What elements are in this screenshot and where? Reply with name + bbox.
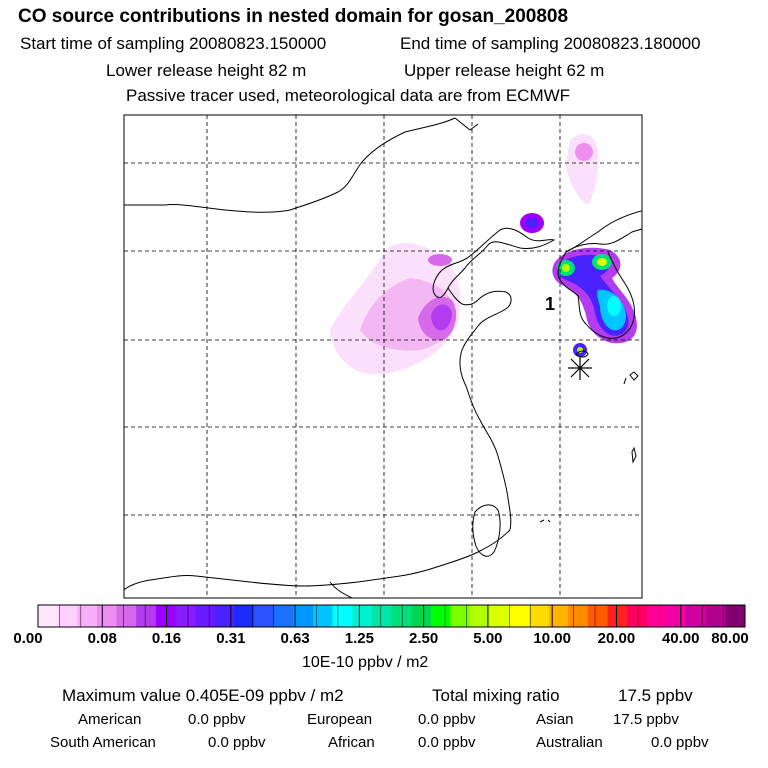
colorbar-swatch — [234, 605, 255, 627]
korea-hotspot-east-core — [597, 258, 607, 266]
colorbar-tick-label: 0.00 — [13, 630, 43, 647]
northeast-blob-core — [526, 218, 538, 228]
colorbar-swatch — [568, 605, 589, 627]
colorbar-tick-label: 1.25 — [344, 630, 374, 647]
colorbar-swatch — [254, 605, 274, 627]
colorbar-swatch — [96, 605, 117, 627]
korea-hotspot-west-core — [562, 264, 570, 272]
colorbar-swatch — [528, 605, 549, 627]
colorbar-tick-label: 0.08 — [87, 630, 117, 647]
colorbar-swatch — [509, 605, 530, 627]
colorbar-swatch — [293, 605, 314, 627]
colorbar-swatch — [371, 605, 392, 627]
lower-release-label: Lower release height 82 m — [106, 61, 307, 80]
colorbar-swatch — [548, 605, 569, 627]
end-time-label: End time of sampling 20080823.180000 — [400, 34, 701, 53]
start-time-label: Start time of sampling 20080823.150000 — [20, 34, 327, 53]
colorbar-tick-label: 5.00 — [473, 630, 503, 647]
colorbar-tick-label: 80.00 — [711, 630, 749, 647]
colorbar-unit: 10E-10 ppbv / m2 — [302, 654, 429, 671]
colorbar-swatch — [332, 605, 353, 627]
colorbar-swatch — [155, 605, 176, 627]
source-name: Australian — [536, 734, 603, 751]
colorbar-swatch — [607, 605, 628, 627]
colorbar-frame — [37, 604, 746, 628]
colorbar-swatch — [116, 605, 137, 627]
source-name: American — [78, 711, 142, 728]
upper-release-label: Upper release height 62 m — [404, 61, 605, 80]
colorbar-tick-label: 0.31 — [216, 630, 246, 647]
colorbar-tick-label: 40.00 — [661, 630, 700, 647]
colorbar-tick-label: 20.00 — [597, 630, 636, 647]
korea-field-peak — [607, 296, 621, 316]
source-name: Asian — [536, 711, 574, 728]
total-mixing-label: Total mixing ratio — [432, 686, 560, 705]
tracer-note: Passive tracer used, meteorological data… — [126, 86, 571, 105]
colorbar-swatch — [646, 605, 667, 627]
colorbar-swatch — [489, 605, 510, 627]
colorbar-swatch — [725, 605, 746, 627]
north-streak-core — [575, 143, 593, 161]
colorbar-swatch — [450, 605, 471, 627]
colorbar-tick-label: 0.16 — [151, 630, 182, 647]
coastlines — [124, 117, 642, 598]
map-frame — [123, 114, 643, 599]
plume-spot — [428, 254, 452, 266]
colorbar-tick-label: 2.50 — [409, 630, 439, 647]
source-name: South American — [50, 734, 156, 751]
source-value: 17.5 ppbv — [613, 711, 679, 728]
colorbar-swatch — [214, 605, 235, 627]
source-name: European — [307, 711, 373, 728]
colorbar-swatch — [587, 605, 608, 627]
colorbar-swatch — [57, 605, 78, 627]
colorbar-swatch — [38, 605, 58, 627]
colorbar-swatch — [77, 605, 98, 627]
colorbar — [37, 604, 746, 628]
receptor-label: 1 — [545, 294, 555, 314]
source-value: 0.0 ppbv — [188, 711, 246, 728]
source-value: 0.0 ppbv — [208, 734, 266, 751]
plot-title: CO source contributions in nested domain… — [18, 6, 569, 27]
source-name: African — [328, 734, 375, 751]
plume-peak — [431, 304, 452, 331]
colorbar-swatch — [411, 605, 432, 627]
colorbar-tick-label: 0.63 — [280, 630, 310, 647]
colorbar-swatch — [136, 605, 157, 627]
colorbar-swatch — [686, 605, 707, 627]
contribution-field — [330, 134, 637, 375]
colorbar-swatch — [312, 605, 333, 627]
source-value: 0.0 ppbv — [651, 734, 709, 751]
colorbar-swatch — [470, 605, 490, 627]
colorbar-swatch — [666, 605, 687, 627]
colorbar-swatch — [352, 605, 373, 627]
colorbar-swatch — [627, 605, 648, 627]
colorbar-swatch — [391, 605, 412, 627]
colorbar-tick-label: 10.00 — [533, 630, 571, 647]
max-value-label: Maximum value 0.405E-09 ppbv / m2 — [62, 686, 344, 705]
colorbar-swatch — [175, 605, 196, 627]
colorbar-swatch — [195, 605, 216, 627]
colorbar-swatch — [273, 605, 294, 627]
graticule — [124, 115, 642, 598]
total-mixing-value: 17.5 ppbv — [618, 686, 693, 705]
colorbar-swatch — [705, 605, 726, 627]
source-value: 0.0 ppbv — [418, 711, 476, 728]
source-value: 0.0 ppbv — [418, 734, 476, 751]
colorbar-swatch — [430, 605, 451, 627]
receptor-star-icon — [568, 356, 592, 380]
